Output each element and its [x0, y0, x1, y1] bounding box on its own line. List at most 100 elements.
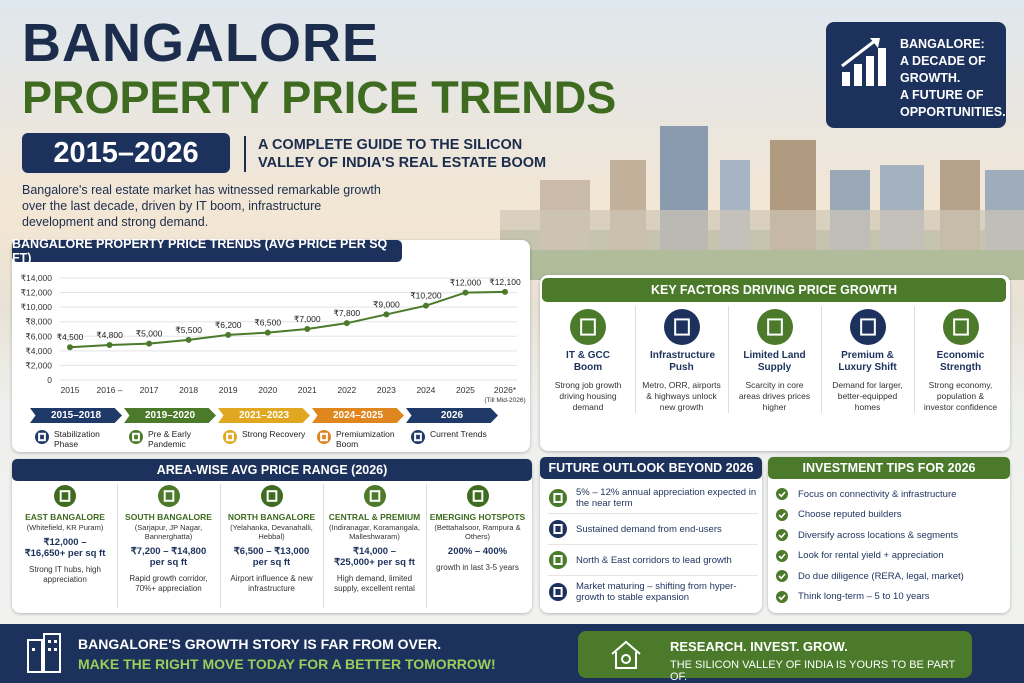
outlook-item: Market maturing – shifting from hyper-gr… [548, 576, 758, 607]
area-name: SOUTH BANGALORE [125, 512, 212, 522]
outlook-item: North & East corridors to lead growth [548, 545, 758, 576]
title-line-2: PROPERTY PRICE TRENDS [22, 72, 617, 123]
icon-circle [260, 485, 283, 507]
check-mark [778, 512, 786, 519]
area: SOUTH BANGALORE (Sarjapur, JP Nagar, Bann… [117, 484, 219, 608]
icon-glyph [859, 318, 876, 336]
areas-title: AREA-WISE AVG PRICE RANGE (2026) [12, 459, 532, 481]
outlook-text: Market maturing – shifting from hyper-gr… [576, 580, 737, 603]
outlook-panel [540, 457, 762, 613]
footer-line-2: MAKE THE RIGHT MOVE TODAY FOR A BETTER T… [78, 656, 496, 672]
area-note: Strong IT hubs, high appreciation [29, 565, 101, 584]
factor-desc: Strong economy, population & investor co… [923, 380, 998, 412]
area-note: growth in last 3-5 years [436, 563, 519, 572]
subtitle-line: VALLEY OF INDIA'S REAL ESTATE BOOM [258, 155, 547, 171]
areas-list: EAST BANGALORE (Whitefield, KR Puram) ₹12,… [14, 484, 530, 610]
phase-label: Stabilization Phase [54, 429, 100, 449]
value-label: ₹5,500 [175, 325, 202, 335]
tip-text: Choose reputed builders [798, 509, 902, 521]
value-label: ₹4,500 [57, 332, 84, 342]
icon-circle [466, 485, 489, 507]
icon-glyph [369, 490, 380, 502]
check-icon [776, 549, 788, 562]
x-tick-label: 2019 [219, 385, 238, 395]
outlook-item: 5% – 12% annual appreciation expected in… [548, 483, 758, 514]
value-label: ₹6,200 [215, 320, 242, 330]
icon-circle [663, 309, 700, 345]
phase: 2015–2018 Stabilization Phase [30, 408, 122, 449]
area-note: Rapid growth corridor, 70%+ appreciation [129, 574, 208, 593]
chart-title: BANGALORE PROPERTY PRICE TRENDS (AVG PRI… [12, 237, 402, 265]
x-tick-label: 2016 – [97, 385, 123, 395]
y-tick-label: ₹6,000 [25, 331, 52, 341]
area: NORTH BANGALORE (Yelahanka, Devanahalli, … [220, 484, 322, 608]
icon-glyph [952, 318, 969, 336]
icon-glyph [673, 318, 690, 336]
factor-title: Infrastructure Push [650, 350, 716, 373]
icon [549, 489, 567, 507]
x-note: (Till Mid-2026) [484, 397, 525, 404]
cta-box: RESEARCH. INVEST. GROW. THE SILICON VALL… [578, 631, 972, 683]
outlook-text: Sustained demand from end-users [576, 523, 722, 535]
factor: IT & GCC Boom Strong job growth driving h… [542, 306, 634, 413]
x-tick-label: 2023 [377, 385, 396, 395]
phase-label: Pre & Early Pandemic [148, 429, 191, 449]
badge-line: OPPORTUNITIES. [900, 105, 1006, 119]
value-label: ₹12,100 [489, 277, 521, 287]
icon [756, 309, 793, 345]
icon [663, 309, 700, 345]
icon-circle [549, 582, 567, 601]
factor-desc: Scarcity in core areas drives prices hig… [738, 380, 811, 412]
icon-circle [549, 520, 567, 538]
phase: 2019–2020 Pre & Early Pandemic [124, 408, 216, 449]
phase: 2024–2025 Premiumization Boom [312, 408, 404, 449]
icon-glyph [320, 432, 328, 442]
data-point [422, 302, 429, 309]
cta-sub: THE SILICON VALLEY OF INDIA IS YOURS TO … [670, 659, 956, 683]
area-name: NORTH BANGALORE [227, 512, 316, 522]
icon-circle [157, 485, 180, 507]
check-circle [776, 529, 788, 542]
icon-circle [223, 430, 237, 444]
icon [35, 430, 49, 444]
value-label: ₹4,800 [96, 330, 123, 340]
icon [260, 485, 283, 507]
city-skyline [500, 126, 1024, 280]
tip-text: Do due diligence (RERA, legal, market) [798, 570, 964, 582]
tip-text: Look for rental yield + appreciation [798, 550, 944, 562]
data-point [383, 311, 390, 318]
icon [570, 309, 606, 345]
areas-panel [12, 459, 532, 613]
icon-circle [35, 430, 49, 444]
icon-glyph [553, 555, 563, 565]
data-point [225, 331, 232, 338]
area-name: EMERGING HOTSPOTS [429, 512, 526, 522]
phase-timeline: 2015–2018 Stabilization Phase 2019–2020 Pre… [30, 408, 500, 450]
icon [942, 309, 979, 345]
check-mark [778, 573, 786, 580]
tip-item: Diversify across locations & segments [776, 525, 1006, 546]
value-label: ₹7,800 [333, 308, 360, 318]
factor-desc: Strong job growth driving housing demand [554, 380, 622, 412]
x-tick-label: 2025 [456, 385, 475, 395]
badge-line: A FUTURE OF [900, 88, 984, 102]
tip-text: Focus on connectivity & infrastructure [798, 488, 957, 500]
years-badge: 2015–2026 [22, 133, 230, 173]
check-mark [778, 594, 786, 601]
check-icon [776, 570, 788, 583]
phase: 2026 Current Trends [406, 408, 498, 444]
y-tick-label: ₹2,000 [25, 360, 52, 370]
factor: Limited Land Supply Scarcity in core area… [728, 306, 820, 413]
data-point [343, 320, 350, 327]
data-point [146, 340, 153, 347]
icon-circle [756, 309, 793, 345]
area-name: EAST BANGALORE [25, 512, 105, 522]
footer-icon [27, 633, 61, 673]
growth-icon [841, 38, 886, 86]
factors-panel [540, 275, 1010, 451]
check-mark [778, 532, 786, 539]
tip-item: Choose reputed builders [776, 505, 1006, 526]
y-tick-label: ₹10,000 [21, 302, 53, 312]
value-label: ₹10,200 [410, 291, 442, 301]
area-sub: (Whitefield, KR Puram) [26, 523, 104, 532]
